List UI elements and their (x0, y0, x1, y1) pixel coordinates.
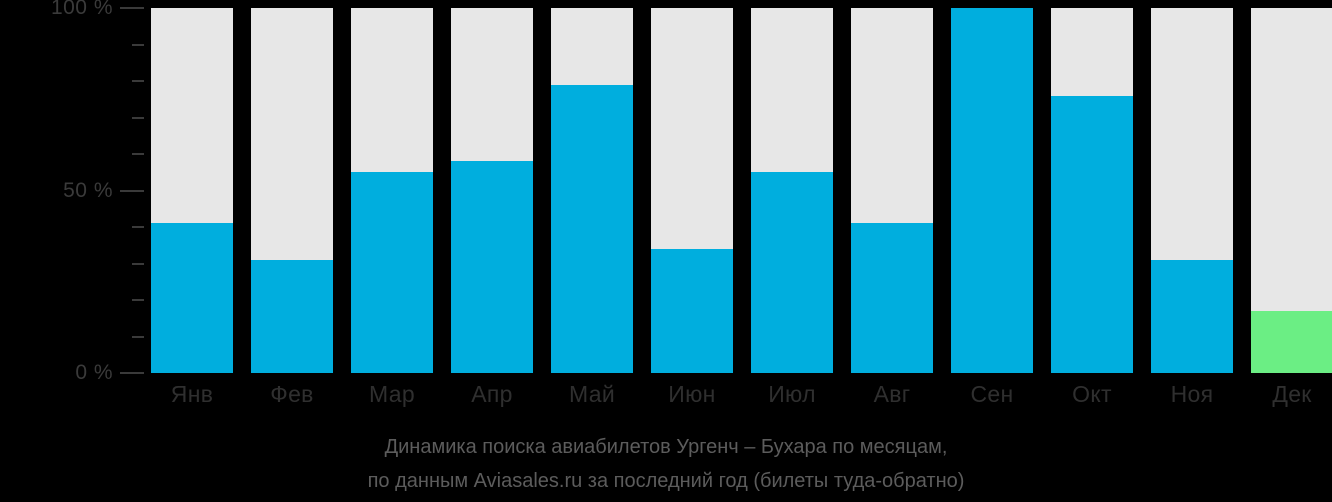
caption-line-2: по данным Aviasales.ru за последний год … (367, 470, 965, 492)
x-axis: Янв Фев Мар Апр Май Июн Июл Авг Сен Окт Ноя Дек (151, 381, 1332, 415)
chart-caption: Динамика поиска авиабилетов Ургенч – Бух… (0, 430, 1332, 498)
x-tick-label-Май: Май (569, 381, 615, 407)
x-tick-label-Окт: Окт (1072, 381, 1112, 407)
x-tick-label-Июн: Июн (668, 381, 716, 407)
y-tick-label: 100 % (50, 0, 113, 19)
bar-Окт[interactable] (1051, 95, 1133, 373)
x-tick-label-Апр: Апр (471, 381, 513, 407)
bar-column[interactable] (1151, 8, 1233, 373)
x-tick-label-Фев: Фев (270, 381, 314, 407)
bar-Май[interactable] (551, 84, 633, 373)
x-tick-label-Июл: Июл (768, 381, 816, 407)
bar-column[interactable] (651, 8, 733, 373)
bar-column[interactable] (351, 8, 433, 373)
bar-Дек[interactable] (1251, 310, 1332, 373)
bar-Ноя[interactable] (1151, 259, 1233, 373)
bar-Апр[interactable] (451, 161, 533, 373)
y-tick-minor (132, 116, 144, 119)
y-axis: 0 % 50 % 100 % (0, 0, 151, 502)
y-tick-minor (132, 299, 144, 301)
bar-column[interactable] (551, 8, 633, 373)
bar-column[interactable] (1051, 8, 1133, 373)
bar-column[interactable] (251, 8, 333, 373)
bar-column[interactable] (151, 8, 233, 373)
bar-column[interactable] (1251, 8, 1332, 373)
x-tick-label-Мар: Мар (369, 381, 415, 407)
bar-Июл[interactable] (751, 172, 833, 373)
bar-Сен[interactable] (951, 8, 1033, 373)
bar-Янв[interactable] (151, 223, 233, 373)
y-tick-major (120, 7, 144, 9)
y-tick-minor (132, 153, 144, 155)
bar-column[interactable] (851, 8, 933, 373)
x-tick-label-Авг: Авг (873, 381, 911, 407)
bar-Июн[interactable] (651, 248, 733, 373)
y-tick-minor (132, 43, 144, 46)
bar-column[interactable] (751, 8, 833, 373)
x-tick-label-Дек: Дек (1272, 381, 1312, 407)
caption-line-1: Динамика поиска авиабилетов Ургенч – Бух… (384, 436, 948, 458)
y-tick-minor (132, 335, 144, 338)
bar-column[interactable] (951, 8, 1033, 373)
x-tick-label-Сен: Сен (970, 381, 1014, 407)
y-tick-minor (132, 262, 144, 265)
plot-area (151, 8, 1332, 373)
y-tick-major (120, 189, 144, 192)
x-tick-label-Ноя: Ноя (1170, 381, 1214, 407)
x-tick-label-Янв: Янв (170, 381, 214, 407)
bar-Фев[interactable] (251, 259, 333, 373)
y-tick-major (120, 372, 144, 374)
bar-Авг[interactable] (851, 223, 933, 373)
y-tick-minor (132, 226, 144, 228)
y-tick-label: 0 % (75, 361, 113, 384)
y-tick-label: 50 % (63, 178, 113, 202)
bar-Мар[interactable] (351, 172, 433, 373)
bar-column[interactable] (451, 8, 533, 373)
y-tick-minor (132, 80, 144, 82)
